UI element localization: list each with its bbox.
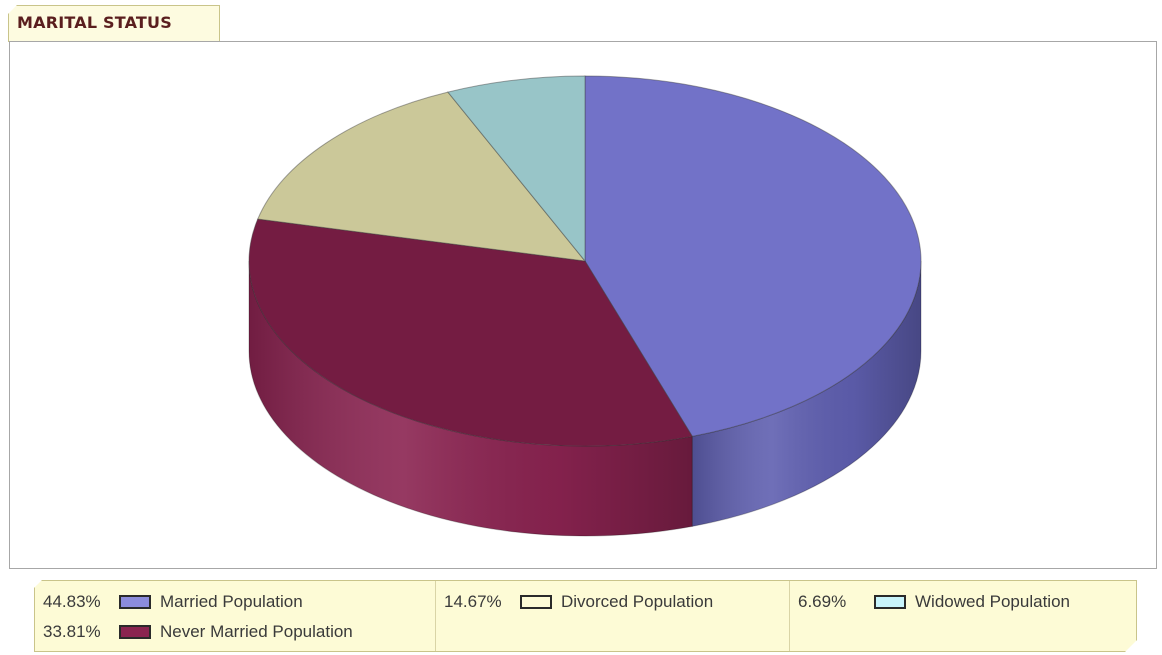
legend-label: Widowed Population — [915, 592, 1070, 611]
legend-swatch — [520, 595, 552, 609]
legend-label: Never Married Population — [160, 622, 353, 641]
legend-label: Divorced Population — [561, 592, 714, 611]
chart-legend: 44.83% Married Population 33.81% Never M… — [34, 580, 1137, 652]
legend-swatch — [119, 625, 151, 639]
legend-label: Married Population — [160, 592, 303, 611]
pie-slice-married-population[interactable] — [584, 75, 922, 437]
legend-percent: 14.67% — [444, 592, 502, 611]
legend-column-2: 14.67% Divorced Population — [436, 581, 790, 651]
pie-slice-never-married-population[interactable] — [248, 218, 694, 447]
pie-side-shade — [692, 261, 921, 527]
legend-percent: 33.81% — [43, 622, 101, 641]
legend-item-never-married[interactable]: 33.81% Never Married Population — [35, 617, 435, 647]
legend-item-married[interactable]: 44.83% Married Population — [35, 587, 435, 617]
legend-swatch — [874, 595, 906, 609]
legend-column-3: 6.69% Widowed Population — [790, 581, 1138, 651]
legend-item-divorced[interactable]: 14.67% Divorced Population — [436, 587, 789, 617]
pie-slice-widowed-population[interactable] — [447, 75, 586, 263]
legend-column-1: 44.83% Married Population 33.81% Never M… — [35, 581, 436, 651]
legend-item-widowed[interactable]: 6.69% Widowed Population — [790, 587, 1138, 617]
chart-title: MARITAL STATUS — [17, 13, 172, 32]
pie-slice-divorced-population[interactable] — [257, 91, 587, 262]
pie-chart — [248, 75, 922, 537]
legend-percent: 6.69% — [798, 592, 847, 611]
legend-percent: 44.83% — [43, 592, 101, 611]
legend-swatch — [119, 595, 151, 609]
chart-frame — [9, 41, 1157, 569]
pie-side-shade — [249, 261, 693, 536]
chart-title-tab: MARITAL STATUS — [8, 5, 220, 42]
